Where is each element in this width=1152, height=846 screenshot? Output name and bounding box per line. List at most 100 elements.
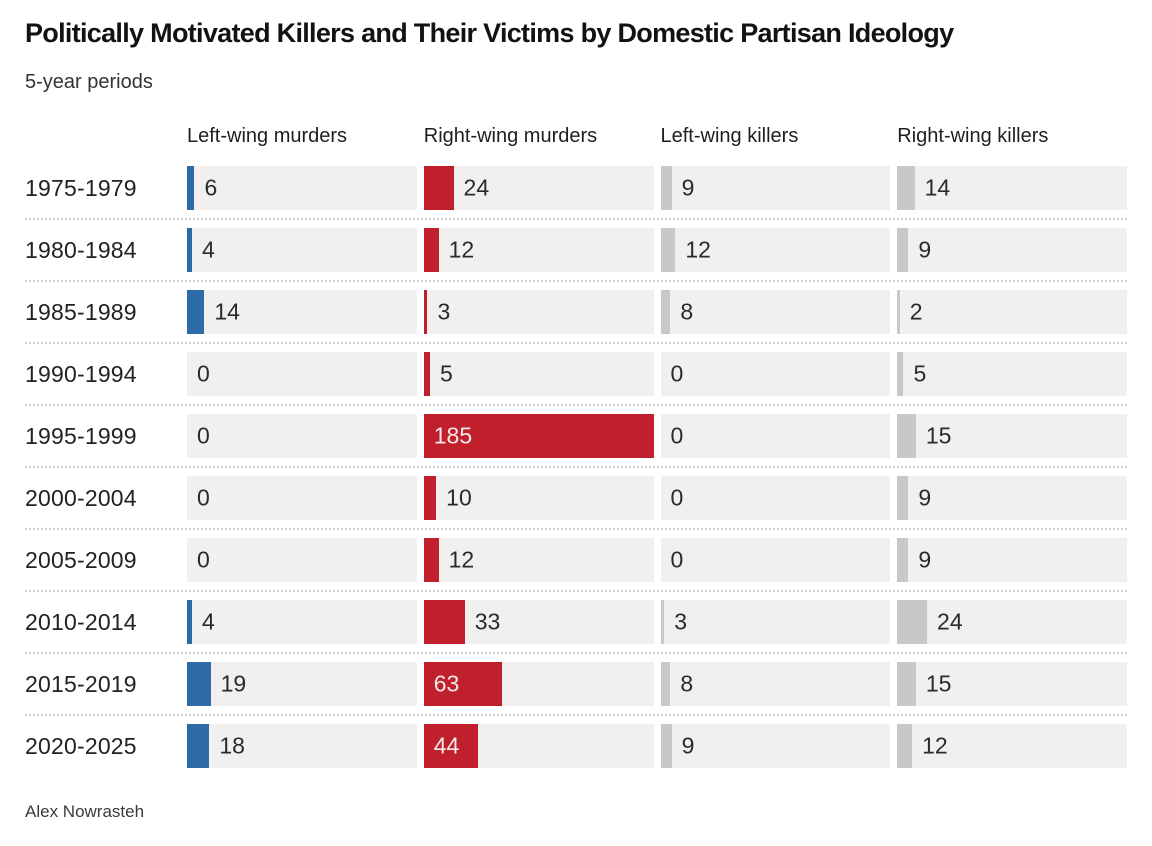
column-header-right-wing-murders: Right-wing murders	[423, 125, 598, 147]
bar-cell: 3	[660, 600, 891, 644]
bar-value-label: 24	[937, 608, 963, 635]
row-year-label: 2010-2014	[25, 608, 137, 635]
bar-value-label: 15	[925, 670, 952, 697]
chart-row: 1985-1989 14 3 8 2	[25, 290, 1127, 334]
bar-cell: 19	[187, 662, 417, 706]
bar-cell: 6	[187, 166, 417, 210]
bar-cell: 15	[897, 414, 1127, 458]
bar-cell: 2	[897, 290, 1127, 334]
bar-value-label: 5	[439, 360, 453, 387]
page-subtitle: 5-year periods	[25, 71, 153, 93]
bar	[423, 662, 502, 706]
row-separator	[25, 280, 1127, 282]
bar-cell: 12	[660, 228, 891, 272]
chart-row: 1980-1984 4 12 12 9	[25, 228, 1127, 272]
chart-row: 2000-2004 0 10 0 9	[25, 476, 1127, 520]
chart-row: 2005-2009 0 12 0 9	[25, 538, 1127, 582]
bar-cell: 12	[423, 228, 654, 272]
bar	[660, 290, 671, 334]
bar	[423, 166, 454, 210]
bar-value-label: 0	[670, 422, 684, 449]
row-year-label: 1995-1999	[25, 422, 137, 449]
bar-cell: 5	[897, 352, 1127, 396]
bar-cell: 8	[660, 290, 891, 334]
bar-value-label: 8	[680, 670, 694, 697]
bar-cell: 14	[897, 166, 1127, 210]
row-year-label: 1985-1989	[25, 298, 137, 325]
bar-value-label: 12	[685, 236, 711, 263]
bar	[423, 538, 439, 582]
bar	[423, 290, 428, 334]
bar-value-label: 5	[913, 360, 927, 387]
bar-cell: 14	[187, 290, 417, 334]
bar-cell: 4	[187, 228, 417, 272]
chart-page: Politically Motivated Killers and Their …	[25, 18, 1127, 821]
bar-value-label: 2	[909, 298, 923, 325]
bar-cell: 4	[187, 600, 417, 644]
bar	[897, 166, 915, 210]
bar-value-label: 33	[474, 608, 501, 635]
chart-row: 2020-2025 18 44 9 12	[25, 724, 1127, 768]
row-separator	[25, 652, 1127, 654]
bar-value-label: 14	[924, 174, 951, 201]
bar-cell: 3	[423, 290, 654, 334]
row-year-label: 2020-2025	[25, 732, 137, 759]
column-header-right-wing-killers: Right-wing killers	[897, 125, 1049, 147]
row-separator	[25, 590, 1127, 592]
bar	[187, 290, 205, 334]
bar-cell: 0	[187, 538, 417, 582]
header-spacer	[25, 125, 180, 148]
bar-value-label: 12	[922, 732, 948, 759]
column-headers: Left-wing murders Right-wing murders Lef…	[25, 125, 1127, 148]
bar-value-label: 15	[925, 422, 952, 449]
bar-value-label: 14	[214, 298, 240, 325]
bar	[897, 476, 909, 520]
row-separator	[25, 466, 1127, 468]
bar-value-label: 9	[918, 546, 932, 573]
chart-row: 2010-2014 4 33 3 24	[25, 600, 1127, 644]
chart-row: 1975-1979 6 24 9 14	[25, 166, 1127, 210]
credit-line: Alex Nowrasteh	[25, 802, 145, 821]
bar-cell: 63	[423, 662, 654, 706]
bar-cell: 9	[660, 724, 891, 768]
chart-row: 1990-1994 0 5 0 5	[25, 352, 1127, 396]
row-separator	[25, 714, 1127, 716]
bar	[187, 166, 195, 210]
bar-value-label: 9	[681, 732, 695, 759]
bar-value-label: 3	[437, 298, 451, 325]
bar-cell: 185	[423, 414, 654, 458]
bar-value-label: 9	[918, 484, 932, 511]
bar-value-label: 0	[670, 360, 684, 387]
bar	[660, 228, 676, 272]
bar	[897, 538, 909, 582]
row-separator	[25, 528, 1127, 530]
bar-cell: 18	[187, 724, 417, 768]
bar-value-label: 9	[918, 236, 932, 263]
row-separator	[25, 218, 1127, 220]
bar-value-label: 0	[197, 360, 210, 387]
bar-value-label: 18	[219, 732, 245, 759]
row-year-label: 1980-1984	[25, 236, 137, 263]
bar-cell: 12	[423, 538, 654, 582]
chart-row: 2015-2019 19 63 8 15	[25, 662, 1127, 706]
bar-cell: 9	[897, 476, 1127, 520]
bar	[897, 414, 916, 458]
row-separator	[25, 404, 1127, 406]
bar-value-label: 0	[197, 484, 210, 511]
bar	[423, 724, 479, 768]
bar	[897, 662, 916, 706]
bar-cell: 44	[423, 724, 654, 768]
bar	[187, 662, 211, 706]
bar-value-label: 0	[197, 546, 210, 573]
bar-cell: 9	[897, 538, 1127, 582]
bar-value-label: 4	[201, 608, 215, 635]
bar	[660, 600, 665, 644]
row-year-label: 2000-2004	[25, 484, 137, 511]
bar-cell: 0	[187, 414, 417, 458]
row-year-label: 1975-1979	[25, 174, 137, 201]
bar-cell: 0	[187, 476, 417, 520]
bar-cell: 0	[660, 538, 891, 582]
bar	[897, 228, 909, 272]
bar-value-label: 0	[670, 484, 684, 511]
bar	[423, 414, 654, 458]
